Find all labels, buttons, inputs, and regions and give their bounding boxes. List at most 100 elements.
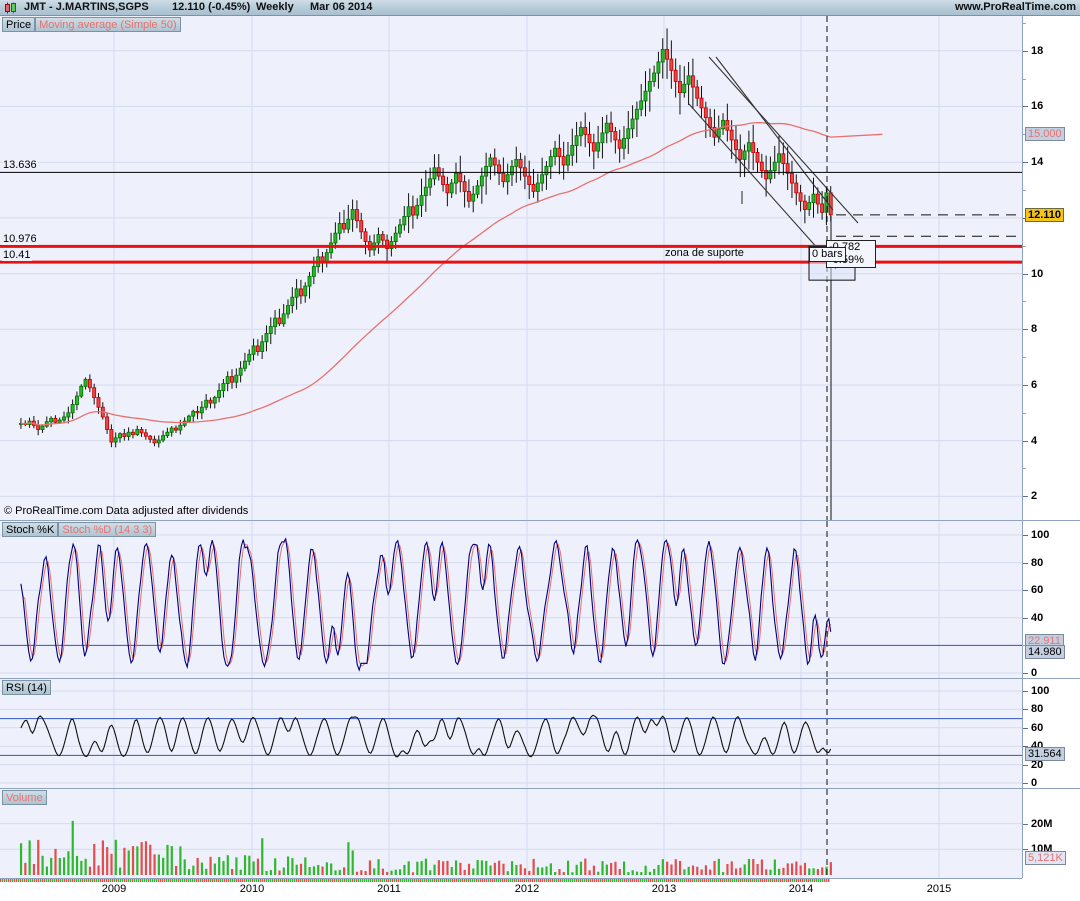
price-axis-tick <box>1023 50 1028 52</box>
stoch-axis-tick <box>1023 645 1026 647</box>
support-zone-label: zona de suporte <box>665 247 744 260</box>
price-axis-tick <box>1023 468 1026 470</box>
volume-legend: Volume <box>2 790 47 805</box>
price-axis-tick <box>1023 412 1026 414</box>
stoch-axis-tick <box>1023 590 1028 592</box>
price-axis-label: 2 <box>1031 490 1038 503</box>
ma-value-flag: 15.000 <box>1025 127 1065 142</box>
rsi-legend: RSI (14) <box>2 680 51 695</box>
timeframe-text: Weekly <box>256 1 294 13</box>
price-axis-label: 18 <box>1031 44 1044 57</box>
legend-chip-moving-average[interactable]: Moving average (Simple 50) <box>35 17 181 32</box>
rsi-axis-right[interactable]: 10080604020031.564 <box>1022 679 1080 789</box>
stoch-axis-tick <box>1023 535 1028 536</box>
stochastic-chart-svg <box>0 521 1022 678</box>
rsi-axis-label: 100 <box>1031 685 1050 697</box>
volume-axis-label: 20M <box>1031 817 1053 830</box>
date-axis-label: 2014 <box>788 883 814 895</box>
price-axis-tick <box>1023 106 1028 108</box>
rsi-line <box>20 714 832 758</box>
price-axis-tick <box>1023 245 1026 247</box>
price-axis-tick <box>1023 22 1026 24</box>
bars-count-label: 0 bars <box>809 247 846 263</box>
legend-chip-price[interactable]: Price <box>2 17 36 32</box>
stochastic-legend: Stoch %K Stoch %D (14 3 3) <box>2 522 157 537</box>
price-axis-tick <box>1023 78 1026 80</box>
price-axis-tick <box>1023 496 1028 498</box>
rsi-axis-tick <box>1023 783 1028 784</box>
price-axis-tick <box>1023 190 1026 192</box>
price-chart-svg <box>0 16 1022 520</box>
date-axis-label: 2013 <box>651 883 677 895</box>
price-axis-tick <box>1023 357 1026 359</box>
stoch-axis-label: 0 <box>1031 667 1038 679</box>
price-axis-label: 16 <box>1031 100 1044 113</box>
last-price-text: 12.110 (-0.45%) <box>172 1 251 13</box>
stoch-axis-label: 100 <box>1031 529 1050 541</box>
rsi-axis-label: 60 <box>1031 721 1044 734</box>
date-axis-label: 2010 <box>239 883 265 895</box>
stochastic-panel: Stoch %K Stoch %D (14 3 3) 100 80 60 40 0 22.… <box>0 520 1080 679</box>
title-bar: JMT - J.MARTINS,SGPS 12.110 (-0.45%) Wee… <box>0 0 1080 16</box>
rsi-axis-label: 0 <box>1031 777 1038 789</box>
volume-bars <box>19 820 832 875</box>
price-axis-tick <box>1023 134 1026 136</box>
price-axis-tick <box>1023 440 1028 442</box>
support-upper-level-label: 10.976 <box>2 233 38 246</box>
copyright-notice: © ProRealTime.com Data adjusted after di… <box>4 505 249 517</box>
rsi-axis-label: 80 <box>1031 703 1044 716</box>
stochastic-plot-area[interactable] <box>0 521 1022 678</box>
rsi-panel: RSI (14) 10080604020031.564 <box>0 678 1080 789</box>
rsi-axis-tick <box>1023 746 1028 748</box>
volume-value-flag: 5,121K <box>1025 851 1066 866</box>
stoch-axis-label: 60 <box>1031 584 1044 597</box>
price-axis-label: 14 <box>1031 156 1044 169</box>
rsi-chart-svg <box>0 679 1022 788</box>
stoch-k-line <box>20 537 832 672</box>
price-axis-tick <box>1023 273 1028 275</box>
legend-chip-stoch-k[interactable]: Stoch %K <box>2 522 59 537</box>
date-axis-label: 2011 <box>377 883 401 895</box>
stoch-axis-tick <box>1023 562 1028 564</box>
price-axis-tick <box>1023 384 1028 386</box>
rsi-plot-area[interactable] <box>0 679 1022 788</box>
stoch-axis-label: 80 <box>1031 556 1044 569</box>
price-axis-label: 6 <box>1031 378 1038 391</box>
stoch-d-line <box>20 540 832 667</box>
volume-axis-tick <box>1023 849 1028 851</box>
date-tick-strip <box>0 879 1022 882</box>
date-axis-label: 2009 <box>101 883 127 895</box>
date-axis[interactable]: 2009 2010 2011 2012 2013 2014 2015 <box>0 878 1022 901</box>
volume-axis-tick <box>1023 823 1028 825</box>
volume-panel: Volume 20M 10M 5,121K <box>0 788 1080 878</box>
price-legend: Price Moving average (Simple 50) <box>2 17 181 32</box>
date-axis-label: 2015 <box>926 883 952 895</box>
rsi-axis-tick <box>1023 709 1028 711</box>
price-axis-label: 4 <box>1031 434 1038 447</box>
descending-channel <box>688 56 859 270</box>
legend-chip-stoch-d[interactable]: Stoch %D (14 3 3) <box>58 522 157 537</box>
volume-axis-right[interactable]: 20M 10M 5,121K <box>1022 789 1080 878</box>
last-price-flag: 12.110 <box>1025 207 1065 222</box>
stoch-axis-tick <box>1023 673 1028 674</box>
stochastic-axis-right[interactable]: 100 80 60 40 0 22.911 14.980 <box>1022 521 1080 679</box>
rsi-axis-tick <box>1023 764 1028 766</box>
support-lower-level-label: 10.41 <box>2 249 32 262</box>
rsi-value-flag: 31.564 <box>1025 746 1065 761</box>
price-axis-label: 8 <box>1031 323 1038 336</box>
stoch-axis-label: 40 <box>1031 611 1044 624</box>
price-axis-tick <box>1023 329 1028 331</box>
volume-plot-area[interactable] <box>0 789 1022 878</box>
rsi-axis-tick <box>1023 691 1028 692</box>
price-axis-tick <box>1023 162 1028 164</box>
website-label: www.ProRealTime.com <box>954 1 1076 13</box>
volume-chart-svg <box>0 789 1022 878</box>
candlestick-series <box>18 28 833 448</box>
legend-chip-rsi[interactable]: RSI (14) <box>2 680 51 695</box>
rsi-axis-label: 20 <box>1031 758 1044 771</box>
legend-chip-volume[interactable]: Volume <box>2 790 47 805</box>
